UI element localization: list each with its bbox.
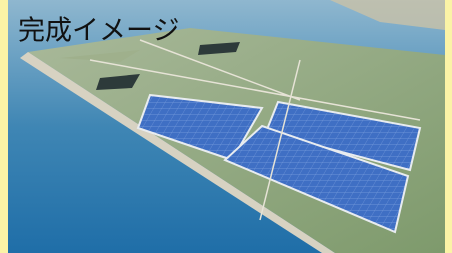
caption: 完成イメージ [18,16,179,47]
scene: 完成イメージ [0,0,452,253]
frame-right [445,0,452,253]
frame-left [0,0,8,253]
page: 完成イメージ (() => { const data = JSON.parse(… [0,0,452,253]
